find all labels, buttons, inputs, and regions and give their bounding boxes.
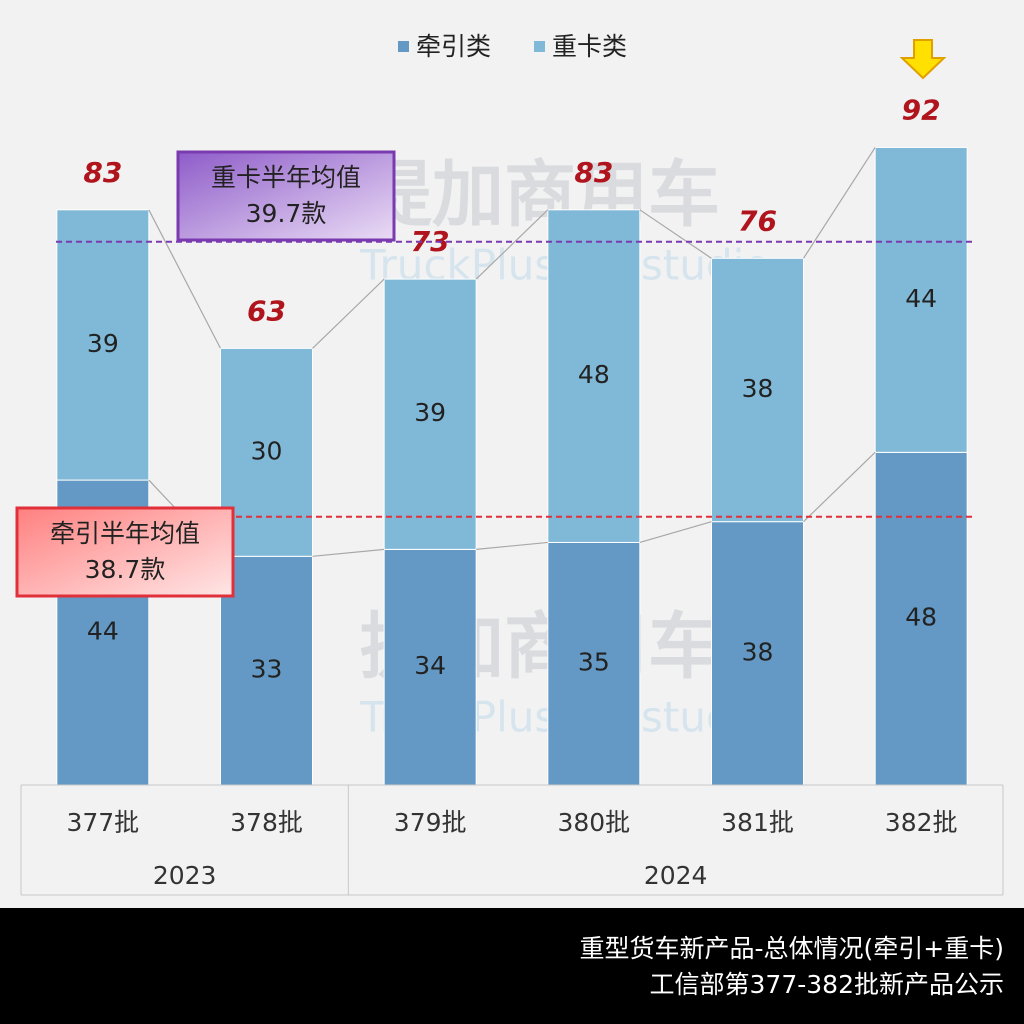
- annotation-value: 38.7款: [85, 555, 166, 584]
- series-line: [802, 147, 876, 259]
- x-tick-label: 380批: [557, 808, 630, 837]
- series-line: [639, 521, 712, 544]
- annotation-value: 39.7款: [246, 199, 327, 228]
- data-label: 38: [742, 374, 774, 403]
- total-label: 92: [902, 93, 941, 126]
- watermark-text: 提加商用车: [360, 153, 720, 237]
- arrow-icon: [899, 39, 947, 80]
- annotation-box: [15, 506, 235, 598]
- series-line: [803, 451, 876, 523]
- series-line: [476, 541, 548, 550]
- bar-segment: [547, 541, 641, 786]
- x-tick-label: 379批: [394, 808, 467, 837]
- data-label: 39: [414, 398, 446, 427]
- series-line: [639, 209, 712, 259]
- data-label: 33: [251, 655, 283, 684]
- total-label: 83: [83, 156, 122, 189]
- data-label: 35: [578, 648, 610, 677]
- total-label: 63: [247, 294, 286, 327]
- group-label: 2023: [153, 861, 217, 890]
- legend-swatch: [398, 41, 409, 52]
- data-label: 48: [905, 603, 937, 632]
- data-label: 38: [742, 637, 774, 666]
- data-label: 48: [578, 360, 610, 389]
- group-label: 2024: [644, 861, 708, 890]
- x-tick-label: 382批: [885, 808, 958, 837]
- total-label: 83: [574, 156, 613, 189]
- footer-title: 重型货车新产品-总体情况(牵引+重卡): [580, 934, 1004, 963]
- x-tick-label: 377批: [66, 808, 139, 837]
- bar-segment: [874, 146, 968, 453]
- x-tick-label: 378批: [230, 808, 303, 837]
- bar-segment: [874, 451, 968, 786]
- annotation-box: [176, 150, 396, 242]
- bar-segment: [547, 209, 641, 543]
- data-label: 39: [87, 329, 119, 358]
- annotation-title: 牵引半年均值: [50, 519, 200, 548]
- annotation-title: 重卡半年均值: [211, 163, 361, 192]
- data-label: 34: [414, 651, 446, 680]
- bar-segment: [711, 521, 804, 786]
- bar-segment: [711, 257, 804, 523]
- bar-segment: [220, 347, 313, 557]
- data-label: 44: [905, 284, 937, 313]
- series-line: [312, 278, 385, 349]
- footer-subtitle: 工信部第377-382批新产品公示: [650, 970, 1004, 999]
- legend-swatch: [534, 41, 545, 52]
- series-line: [475, 209, 549, 280]
- legend-label: 重卡类: [552, 32, 627, 61]
- legend-label: 牵引类: [416, 32, 491, 61]
- footer-band: [0, 908, 1024, 1024]
- data-label: 44: [87, 617, 119, 646]
- series-line: [312, 548, 385, 557]
- total-label: 76: [738, 204, 777, 237]
- x-tick-label: 381批: [721, 808, 794, 837]
- bar-segment: [56, 209, 150, 481]
- series-line: [148, 209, 222, 349]
- data-label: 30: [251, 436, 283, 465]
- bar-segment: [383, 278, 477, 550]
